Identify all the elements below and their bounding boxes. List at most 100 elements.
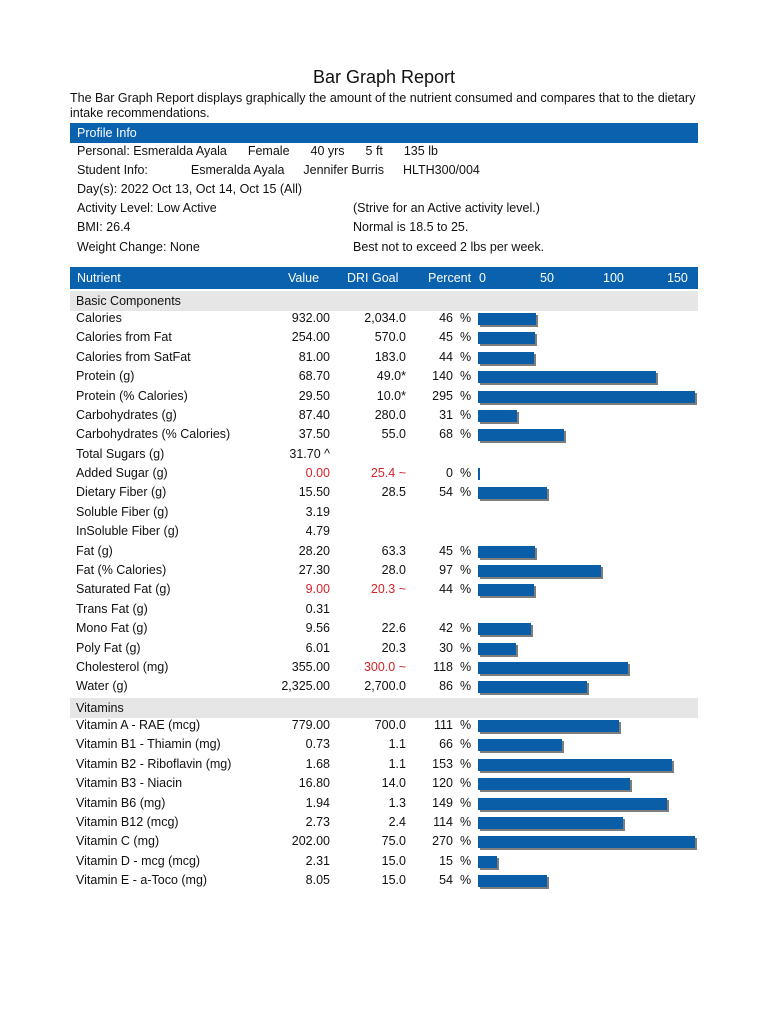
percent-sign: % xyxy=(460,873,472,887)
col-nutrient: Nutrient xyxy=(77,271,121,285)
percent-bar xyxy=(478,468,480,480)
nutrient-name: InSoluble Fiber (g) xyxy=(76,524,179,539)
nutrient-value: 27.30 xyxy=(298,562,330,577)
percent-value: 44 xyxy=(439,349,453,364)
percent-value: 118 xyxy=(433,659,453,674)
table-row: Cholesterol (mg) 355.00 300.0 ~ 118% xyxy=(70,658,698,677)
dri-goal: 75.0 xyxy=(381,834,406,849)
student-label: Student Info: xyxy=(77,163,148,177)
days-row: Day(s): 2022 Oct 13, Oct 14, Oct 15 (All… xyxy=(77,182,303,196)
table-row: Vitamin B12 (mcg) 2.73 2.4 114% xyxy=(70,813,698,832)
bmi-value: BMI: 26.4 xyxy=(77,220,131,234)
percent-sign: % xyxy=(460,679,472,694)
nutrient-value: 4.79 xyxy=(305,524,330,539)
section-header: Basic Components xyxy=(70,291,698,311)
percent-value: 270 xyxy=(432,834,453,849)
dri-goal: 300.0 ~ xyxy=(363,659,406,674)
table-row: Water (g) 2,325.00 2,700.0 86% xyxy=(70,677,698,696)
percent-bar xyxy=(478,875,547,887)
nutrient-value: 87.40 xyxy=(298,407,330,422)
table-row: Vitamin D - mcg (mcg) 2.31 15.0 15% xyxy=(70,852,698,871)
percent-value: 86 xyxy=(439,679,453,694)
weight-value: 135 lb xyxy=(403,144,438,158)
nutrient-value: 16.80 xyxy=(298,776,330,791)
nutrient-value: 1.68 xyxy=(305,756,330,771)
percent-bar xyxy=(478,778,631,791)
dri-goal: 49.0* xyxy=(376,369,406,384)
page-title: Bar Graph Report xyxy=(312,67,456,87)
height-value: 5 ft xyxy=(365,144,383,158)
dri-goal: 28.5 xyxy=(381,485,406,500)
course-code: HLTH300/004 xyxy=(402,163,480,177)
profile-header: Profile Info xyxy=(70,123,698,143)
nutrient-name: Saturated Fat (g) xyxy=(76,582,171,597)
nutrient-value: 8.05 xyxy=(305,873,330,887)
col-dri-goal: DRI Goal xyxy=(347,271,399,285)
percent-value: 45 xyxy=(439,543,453,558)
percent-sign: % xyxy=(460,718,472,732)
scale-tick-50: 50 xyxy=(540,271,554,285)
percent-sign: % xyxy=(460,485,472,500)
dri-goal: 15.0 xyxy=(381,873,406,887)
dri-goal: 2,700.0 xyxy=(364,679,406,694)
nutrient-name: Cholesterol (mg) xyxy=(76,659,169,674)
percent-sign: % xyxy=(460,582,472,597)
student-name: Esmeralda Ayala xyxy=(190,163,285,177)
table-row: Mono Fat (g) 9.56 22.6 42% xyxy=(70,619,698,638)
nutrient-name: Vitamin B1 - Thiamin (mg) xyxy=(76,737,221,752)
nutrient-name: Soluble Fiber (g) xyxy=(76,504,169,519)
nutrient-name: Vitamin B6 (mg) xyxy=(76,795,166,810)
percent-bar xyxy=(478,642,517,655)
student-row: Student Info: Esmeralda Ayala Jennifer B… xyxy=(77,161,480,180)
table-header: Nutrient Value DRI Goal Percent 0 50 100… xyxy=(70,267,698,289)
dri-goal: 10.0* xyxy=(376,388,406,403)
dri-goal: 2,034.0 xyxy=(364,311,406,325)
table-row: Vitamin B3 - Niacin 16.80 14.0 120% xyxy=(70,774,698,793)
dri-goal: 22.6 xyxy=(381,621,406,636)
percent-bar xyxy=(478,758,673,771)
nutrient-name: Protein (% Calories) xyxy=(76,388,188,403)
percent-bar xyxy=(478,816,623,829)
table-row: Fat (% Calories) 27.30 28.0 97% xyxy=(70,561,698,580)
dri-goal: 20.3 ~ xyxy=(370,582,406,597)
percent-sign: % xyxy=(460,543,472,558)
activity-level: Activity Level: Low Active xyxy=(77,201,217,215)
nutrient-name: Vitamin B3 - Niacin xyxy=(76,776,183,791)
nutrient-value: 29.50 xyxy=(298,388,330,403)
percent-bar xyxy=(478,739,562,752)
percent-bar xyxy=(478,836,695,849)
table-row: Dietary Fiber (g) 15.50 28.5 54% xyxy=(70,483,698,502)
percent-sign: % xyxy=(460,369,472,384)
nutrient-value: 37.50 xyxy=(298,427,330,442)
nutrient-value: 68.70 xyxy=(298,369,330,384)
percent-bar xyxy=(478,313,537,325)
percent-value: 295 xyxy=(432,388,453,403)
percent-sign: % xyxy=(460,349,472,364)
nutrient-name: Water (g) xyxy=(76,679,128,694)
nutrient-value: 6.01 xyxy=(305,640,330,655)
percent-sign: % xyxy=(460,737,472,752)
table-row: Carbohydrates (g) 87.40 280.0 31% xyxy=(70,406,698,425)
nutrient-value: 202.00 xyxy=(291,834,330,849)
personal-label: Personal: xyxy=(77,144,130,158)
activity-note: (Strive for an Active activity level.) xyxy=(353,201,540,215)
nutrient-name: Mono Fat (g) xyxy=(76,621,148,636)
percent-value: 111 xyxy=(433,718,453,732)
table-row: Calories 932.00 2,034.0 46% xyxy=(70,309,698,328)
percent-bar xyxy=(478,409,518,422)
nutrient-value: 15.50 xyxy=(298,485,330,500)
nutrient-name: Added Sugar (g) xyxy=(76,466,168,480)
percent-sign: % xyxy=(460,834,472,849)
nutrient-name: Poly Fat (g) xyxy=(76,640,141,655)
dri-goal: 2.4 xyxy=(388,814,406,829)
percent-sign: % xyxy=(460,776,472,791)
percent-sign: % xyxy=(460,311,472,325)
dri-goal: 20.3 xyxy=(381,640,406,655)
table-row: Vitamin B1 - Thiamin (mg) 0.73 1.1 66% xyxy=(70,735,698,754)
percent-sign: % xyxy=(460,466,472,480)
nutrient-name: Vitamin B2 - Riboflavin (mg) xyxy=(76,756,232,771)
personal-row: Personal: Esmeralda Ayala Female 40 yrs … xyxy=(77,142,438,161)
nutrient-value: 28.20 xyxy=(298,543,330,558)
percent-bar xyxy=(478,390,695,403)
dri-goal: 183.0 xyxy=(374,349,406,364)
